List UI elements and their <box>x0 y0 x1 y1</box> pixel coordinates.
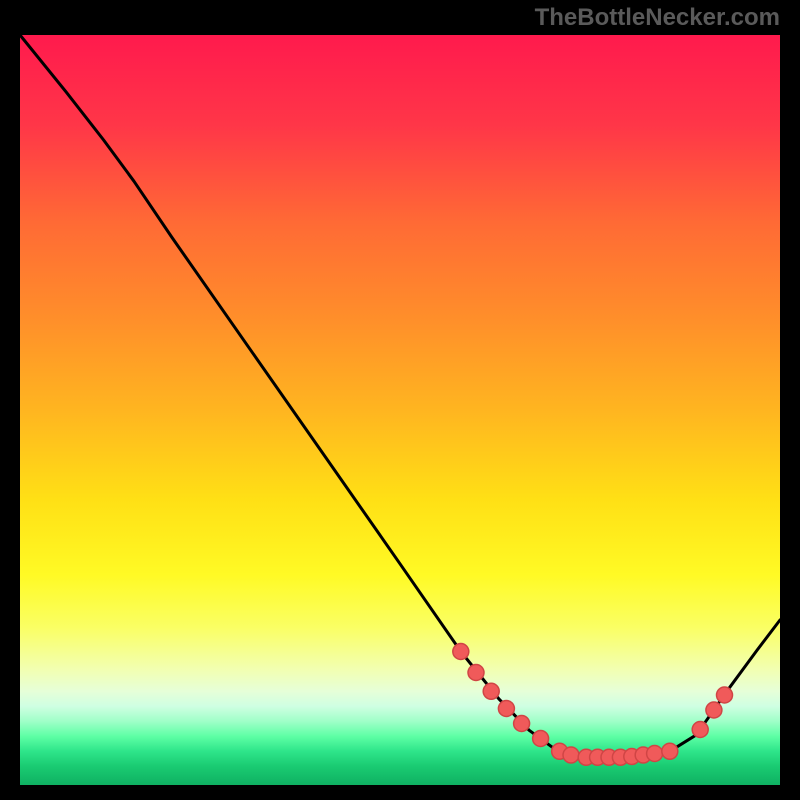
data-marker <box>647 746 663 762</box>
data-marker <box>662 743 678 759</box>
bottleneck-chart <box>0 0 800 800</box>
data-marker <box>468 665 484 681</box>
data-marker <box>692 722 708 738</box>
data-marker <box>563 747 579 763</box>
data-marker <box>706 702 722 718</box>
data-marker <box>717 687 733 703</box>
data-marker <box>453 644 469 660</box>
data-marker <box>533 731 549 747</box>
data-marker <box>483 683 499 699</box>
plot-background <box>20 35 780 785</box>
data-marker <box>514 716 530 732</box>
data-marker <box>498 701 514 717</box>
watermark-text: TheBottleNecker.com <box>535 4 780 32</box>
